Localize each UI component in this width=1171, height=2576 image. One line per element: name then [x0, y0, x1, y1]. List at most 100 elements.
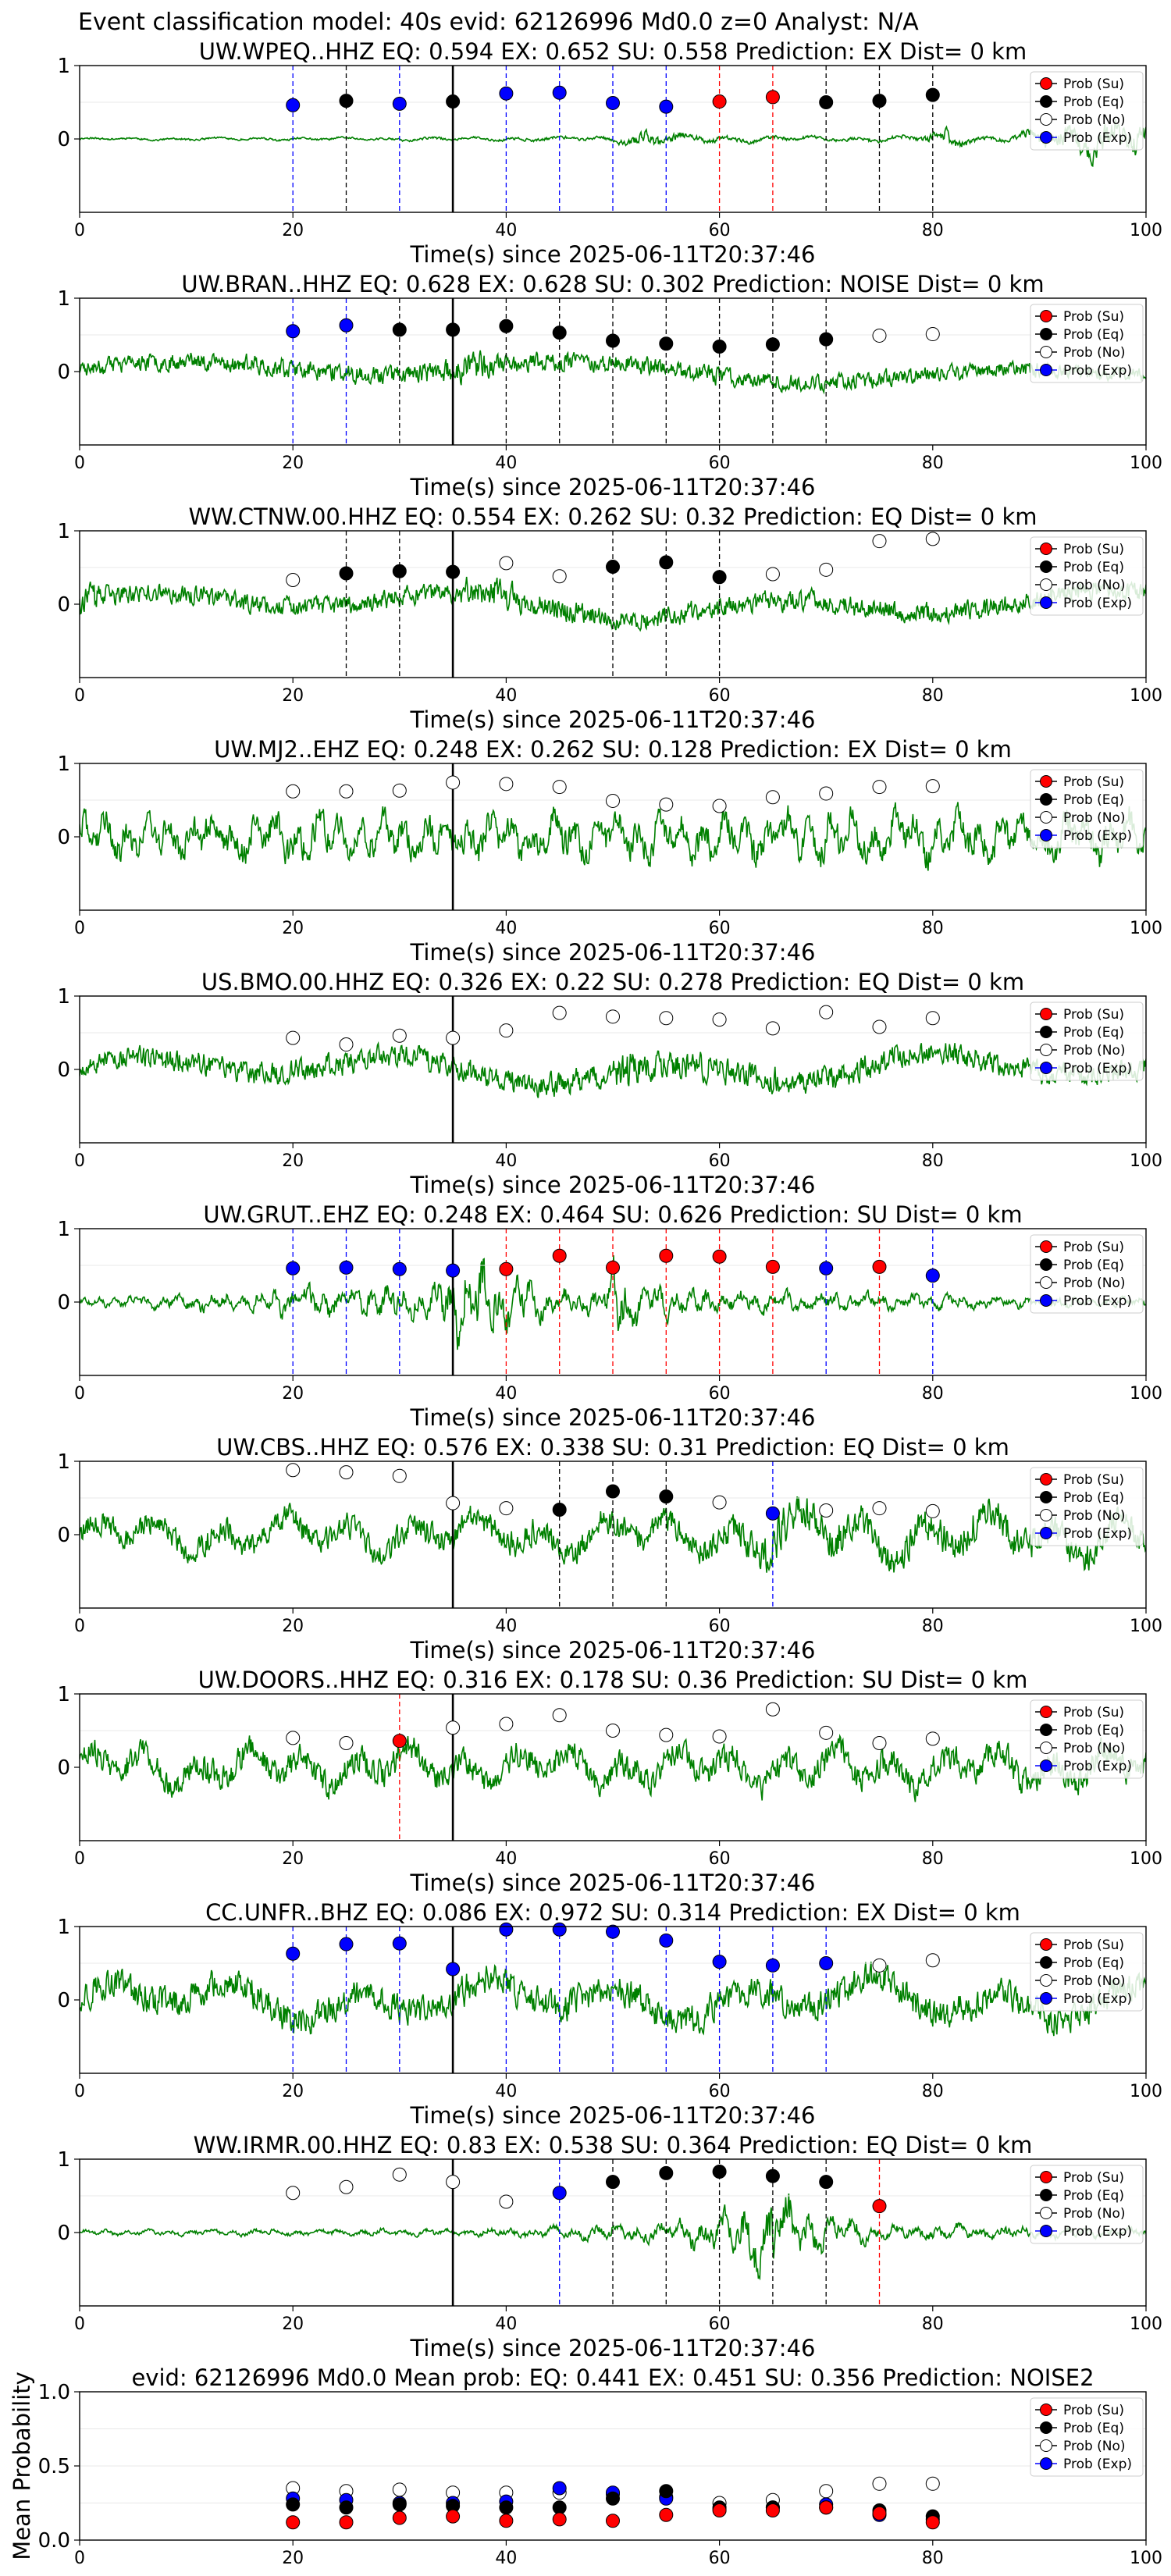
- x-tick-label: 40: [495, 1384, 517, 1404]
- probability-marker: [712, 1249, 727, 1264]
- panel-title: UW.WPEQ..HHZ EQ: 0.594 EX: 0.652 SU: 0.5…: [199, 38, 1027, 65]
- mean-probability-point-no: [925, 2476, 940, 2491]
- x-axis-label: Time(s) since 2025-06-11T20:37:46: [410, 939, 816, 966]
- probability-marker: [819, 1005, 834, 1019]
- legend-label-su: Prob (Su): [1063, 1472, 1124, 1488]
- legend-marker-su: [1040, 2171, 1052, 2183]
- legend-marker-eq: [1040, 560, 1052, 573]
- probability-marker: [765, 1958, 780, 1973]
- probability-marker: [499, 1023, 514, 1038]
- legend-label-exp: Prob (Exp): [1063, 363, 1132, 379]
- mean-probability-point-su: [712, 2503, 727, 2517]
- legend-marker-su: [1040, 543, 1052, 555]
- axes-frame: [79, 297, 1147, 446]
- x-tick-label: 20: [282, 919, 304, 938]
- probability-marker: [499, 1501, 514, 1516]
- x-axis-label: Time(s) since 2025-06-11T20:37:46: [410, 1172, 816, 1198]
- probability-marker: [819, 562, 834, 577]
- legend-label-no: Prob (No): [1063, 1741, 1126, 1756]
- legend-box: [1030, 1699, 1144, 1779]
- probability-marker: [339, 1735, 354, 1750]
- probability-marker: [606, 95, 620, 110]
- x-tick-label: 80: [922, 1617, 944, 1636]
- probability-marker: [606, 2175, 620, 2190]
- legend-marker-exp: [1040, 1062, 1052, 1074]
- axes-frame: [79, 2391, 1147, 2541]
- waveform-trace: [80, 802, 1146, 871]
- x-tick-label: 60: [709, 221, 731, 240]
- probability-marker: [552, 1005, 567, 1020]
- x-axis-label: Time(s) since 2025-06-11T20:37:46: [410, 2335, 816, 2361]
- x-tick-label: 100: [1130, 686, 1162, 706]
- legend-marker-eq: [1040, 2189, 1052, 2201]
- x-tick-label: 0: [74, 919, 85, 938]
- x-tick-label: 40: [495, 221, 517, 240]
- x-tick-label: 60: [709, 1849, 731, 1869]
- legend-label-eq: Prob (Eq): [1063, 560, 1124, 575]
- panel-title: WW.IRMR.00.HHZ EQ: 0.83 EX: 0.538 SU: 0.…: [194, 2132, 1033, 2158]
- x-tick-label: 20: [282, 686, 304, 706]
- legend-marker-no: [1040, 2439, 1052, 2452]
- panel-title: evid: 62126996 Md0.0 Mean prob: EQ: 0.44…: [131, 2364, 1094, 2391]
- legend-label-exp: Prob (Exp): [1063, 1293, 1132, 1309]
- x-tick-label: 80: [922, 2314, 944, 2334]
- station-panel: UW.DOORS..HHZ EQ: 0.316 EX: 0.178 SU: 0.…: [57, 1667, 1162, 1896]
- x-tick-label: 20: [282, 1617, 304, 1636]
- waveform-trace: [80, 1961, 1146, 2037]
- mean-probability-point-eq: [339, 2500, 354, 2515]
- mean-probability-point-eq: [606, 2491, 620, 2506]
- legend-label-no: Prob (No): [1063, 2439, 1126, 2454]
- probability-marker: [925, 779, 940, 794]
- x-tick-label: 60: [709, 686, 731, 706]
- x-tick-label: 40: [495, 1617, 517, 1636]
- legend-label-su: Prob (Su): [1063, 1240, 1124, 1255]
- x-tick-label: 40: [495, 2314, 517, 2334]
- x-tick-label: 100: [1130, 2549, 1162, 2568]
- probability-marker: [392, 1936, 407, 1951]
- x-tick-label: 40: [495, 2549, 517, 2568]
- probability-marker: [339, 1937, 354, 1952]
- probability-marker: [659, 1933, 674, 1948]
- probability-marker: [552, 326, 567, 340]
- mean-probability-point-su: [606, 2514, 620, 2528]
- panel-title: CC.UNFR..BHZ EQ: 0.086 EX: 0.972 SU: 0.3…: [205, 1899, 1020, 1926]
- legend-label-su: Prob (Su): [1063, 76, 1124, 92]
- x-axis-label: Time(s) since 2025-06-11T20:37:46: [410, 706, 816, 733]
- probability-marker: [392, 96, 407, 111]
- station-panel: UW.MJ2..EHZ EQ: 0.248 EX: 0.262 SU: 0.12…: [57, 736, 1162, 966]
- probability-marker: [499, 1717, 514, 1731]
- legend-label-no: Prob (No): [1063, 2206, 1126, 2222]
- y-tick-label: 0: [57, 1524, 70, 1547]
- mean-probability-point-su: [925, 2515, 940, 2530]
- probability-marker: [659, 1248, 674, 1263]
- x-axis-label: Time(s) since 2025-06-11T20:37:46: [410, 1637, 816, 1663]
- probability-marker: [872, 1735, 887, 1750]
- legend-label-eq: Prob (Eq): [1063, 1025, 1124, 1041]
- probability-marker: [392, 783, 407, 798]
- legend-marker-exp: [1040, 131, 1052, 144]
- probability-marker: [339, 2179, 354, 2194]
- y-tick-label: 1: [57, 55, 70, 78]
- legend-marker-eq: [1040, 2421, 1052, 2434]
- probability-marker: [552, 780, 567, 795]
- mean-probability-point-su: [392, 2510, 407, 2525]
- probability-marker: [606, 793, 620, 808]
- probability-marker: [286, 1463, 301, 1478]
- legend-marker-no: [1040, 811, 1052, 824]
- mean-probability-point-no: [392, 2482, 407, 2497]
- legend-marker-su: [1040, 2403, 1052, 2416]
- legend-marker-su: [1040, 310, 1052, 322]
- x-tick-label: 80: [922, 919, 944, 938]
- y-tick-label: 1: [57, 287, 70, 311]
- y-tick-label: 1: [57, 1683, 70, 1706]
- probability-marker: [872, 328, 887, 343]
- x-tick-label: 100: [1130, 1384, 1162, 1404]
- x-tick-label: 20: [282, 1384, 304, 1404]
- y-tick-label: 1: [57, 985, 70, 1009]
- x-tick-label: 40: [495, 686, 517, 706]
- probability-marker: [765, 1702, 780, 1717]
- probability-marker: [339, 784, 354, 799]
- panel-title: US.BMO.00.HHZ EQ: 0.326 EX: 0.22 SU: 0.2…: [201, 969, 1024, 995]
- legend-marker-eq: [1040, 328, 1052, 340]
- legend-marker-exp: [1040, 364, 1052, 376]
